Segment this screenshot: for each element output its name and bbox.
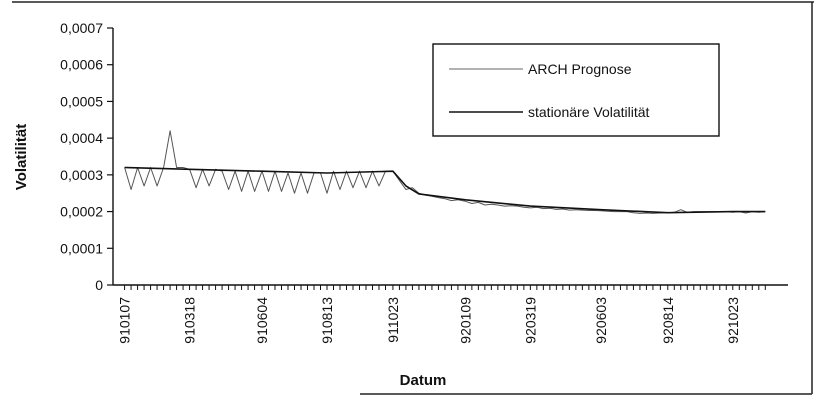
legend: ARCH Prognose stationäre Volatilität	[432, 43, 720, 137]
legend-label-stationary: stationäre Volatilität	[528, 104, 650, 120]
y-tick-label: 0,0007	[60, 20, 103, 36]
legend-box	[432, 43, 720, 137]
x-tick-label: 910107	[117, 297, 133, 344]
x-tick-label: 910604	[254, 297, 270, 344]
y-tick-label: 0,0001	[60, 240, 103, 256]
x-tick-label: 920109	[457, 297, 473, 344]
x-tick-label: 920814	[660, 297, 676, 344]
legend-label-arch: ARCH Prognose	[528, 61, 632, 77]
y-tick-label: 0,0003	[60, 167, 103, 183]
x-tick-label: 911023	[385, 297, 401, 343]
x-tick-label: 910813	[319, 297, 335, 344]
y-tick-label: 0,0004	[60, 130, 103, 146]
x-tick-label: 920319	[522, 297, 538, 344]
x-axis-title: Datum	[400, 372, 447, 389]
x-tick-label: 920603	[593, 297, 609, 344]
y-tick-label: 0,0002	[60, 204, 103, 220]
series-line-arch	[124, 130, 766, 214]
series-line-stationary	[124, 166, 766, 214]
x-tick-label: 921023	[725, 297, 741, 344]
y-tick-label: 0,0005	[60, 93, 103, 109]
y-axis-title: Volatilität	[13, 124, 30, 190]
x-tick-label: 910318	[182, 297, 198, 344]
y-tick-label: 0,0006	[60, 57, 103, 73]
y-tick-label: 0	[95, 277, 103, 293]
